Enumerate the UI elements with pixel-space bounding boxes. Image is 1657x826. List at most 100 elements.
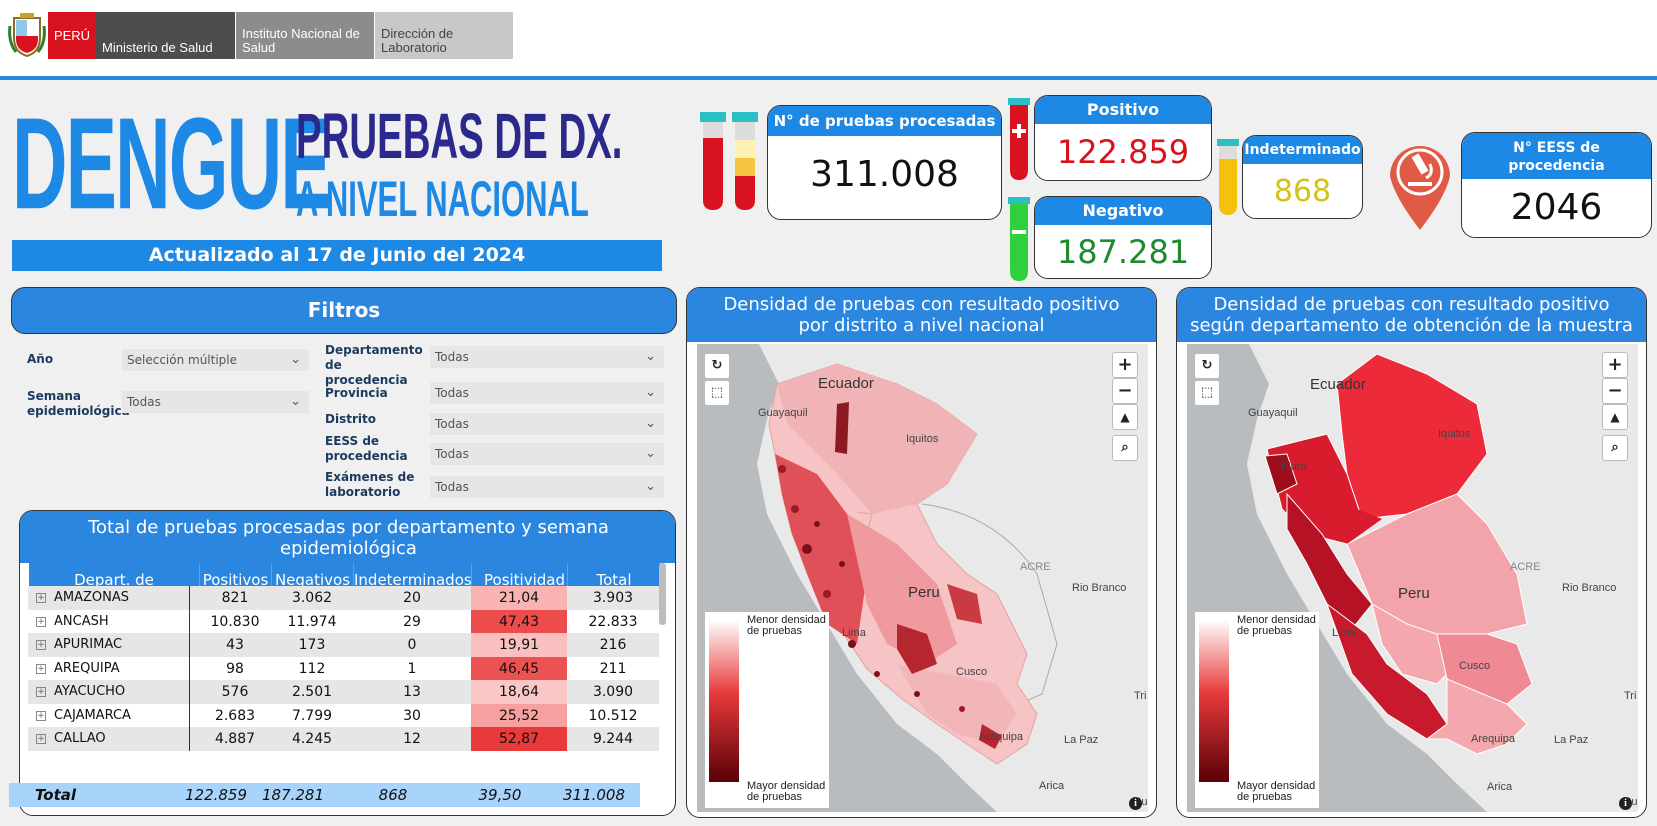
map-compass-icon[interactable]: ▲ — [1112, 404, 1138, 430]
expand-icon[interactable]: + — [36, 663, 46, 674]
expand-icon[interactable]: + — [36, 640, 46, 650]
cell-pos: 821 — [221, 590, 249, 606]
cell-neg: 2.501 — [291, 684, 333, 700]
table-scrollbar[interactable] — [659, 563, 666, 625]
place-arica: Arica — [1039, 780, 1065, 792]
map-distrito-legend: Menor densidad de pruebas Mayor densidad… — [705, 612, 829, 808]
info-icon[interactable]: i — [1129, 797, 1142, 810]
cell-neg: 3.062 — [291, 590, 333, 606]
place-cusco: Cusco — [1459, 660, 1491, 672]
map-zoom-search-icon[interactable]: ⌕ — [1602, 435, 1628, 461]
filter-eess-select[interactable]: Todas ⌄ — [430, 443, 664, 465]
map-departamento-title: Densidad de pruebas con resultado positi… — [1177, 288, 1646, 342]
place-piura: Piura — [1281, 461, 1307, 473]
place-la-paz: La Paz — [1064, 734, 1099, 746]
expand-icon[interactable]: + — [36, 593, 46, 603]
map-distrito-shapes — [697, 344, 1148, 812]
filter-eess-label: EESS de procedencia — [325, 434, 408, 463]
cell-ind: 29 — [403, 613, 421, 630]
cell-departamento: ANCASH — [28, 609, 190, 634]
chevron-down-icon: ⌄ — [645, 349, 656, 364]
map-select-icon[interactable]: ⬚ — [1194, 380, 1220, 406]
place-rio-branco: Rio Branco — [1072, 582, 1127, 594]
map-zoom-in-button[interactable]: + — [1602, 352, 1628, 378]
total-negativos: 187.281 — [261, 786, 325, 804]
logo-peru: PERÚ — [48, 12, 96, 59]
cell-pos: 576 — [221, 684, 249, 700]
map-reset-icon[interactable]: ↻ — [1194, 353, 1220, 379]
table-row[interactable]: + ANCASH 10.830 11.974 29 47,43 22.833 — [28, 609, 659, 634]
place-iquitos: Iquitos — [1438, 428, 1471, 440]
place-lima: Lima — [842, 627, 866, 639]
filter-anio-select[interactable]: Selección múltiple ⌄ — [122, 349, 309, 371]
place-acre: ACRE — [1020, 561, 1051, 573]
expand-icon[interactable]: + — [36, 734, 46, 744]
cell-tot: 216 — [599, 637, 627, 653]
place-peru: Peru — [908, 584, 940, 601]
place-arequipa: Arequipa — [1471, 733, 1516, 745]
filter-distrito-select[interactable]: Todas ⌄ — [430, 413, 664, 435]
map-compass-icon[interactable]: ▲ — [1602, 404, 1628, 430]
table-row[interactable]: + APURIMAC 43 173 0 19,91 216 — [28, 633, 659, 657]
coat-of-arms-icon — [8, 13, 46, 58]
place-iquitos: Iquitos — [906, 433, 939, 445]
cell-tot: 10.512 — [588, 707, 638, 724]
cell-neg: 7.799 — [291, 707, 333, 724]
place-peru: Peru — [1398, 585, 1430, 602]
map-zoom-in-button[interactable]: + — [1112, 352, 1138, 378]
filter-departamento-select[interactable]: Todas ⌄ — [430, 346, 664, 368]
cell-pct: 19,91 — [471, 633, 567, 657]
map-reset-icon[interactable]: ↻ — [704, 353, 730, 379]
cell-tot: 211 — [599, 660, 627, 677]
place-acre: ACRE — [1510, 561, 1541, 573]
map-zoom-out-button[interactable]: − — [1112, 378, 1138, 404]
kpi-eess: N° EESS de procedencia 2046 — [1461, 132, 1652, 238]
table-row[interactable]: + AREQUIPA 98 112 1 46,45 211 — [28, 656, 659, 681]
table-rows: + AMAZONAS 821 3.062 20 21,04 3.903 + ANCASH 10.8… — [28, 586, 659, 751]
map-departamento[interactable]: ↻ ⬚ + − ▲ ⌕ Ecuador Guayaquil Iquitos Pi… — [1187, 344, 1638, 812]
cell-pos: 43 — [226, 637, 244, 653]
expand-icon[interactable]: + — [36, 687, 46, 697]
kpi-eess-label: N° EESS de procedencia — [1462, 133, 1651, 179]
cell-pct: 46,45 — [471, 656, 567, 681]
chevron-down-icon: ⌄ — [645, 479, 656, 494]
cell-tot: 22.833 — [588, 613, 638, 630]
test-tubes-icon — [700, 112, 758, 210]
cell-pos: 98 — [226, 660, 244, 677]
cell-ind: 30 — [403, 707, 421, 724]
legend-gradient — [709, 620, 739, 782]
logo-ministerio-salud: Ministerio de Salud — [96, 12, 235, 59]
map-zoom-search-icon[interactable]: ⌕ — [1112, 435, 1138, 461]
map-zoom-out-button[interactable]: − — [1602, 378, 1628, 404]
cell-departamento: AYACUCHO — [28, 680, 190, 704]
table-row[interactable]: + CALLAO 4.887 4.245 12 52,87 9.244 — [28, 727, 659, 751]
total-pruebas: 311.008 — [562, 786, 626, 804]
table-title: Total de pruebas procesadas por departam… — [20, 511, 675, 563]
expand-icon[interactable]: + — [36, 710, 46, 721]
cell-tot: 3.090 — [592, 684, 634, 700]
total-indeterminados: 868 — [378, 786, 408, 804]
place-guayaquil: Guayaquil — [1248, 407, 1298, 419]
filter-provincia-select[interactable]: Todas ⌄ — [430, 382, 664, 404]
filter-semana-select[interactable]: Todas ⌄ — [122, 391, 309, 413]
map-departamento-card: Densidad de pruebas con resultado positi… — [1176, 287, 1647, 818]
header-bar: PERÚ Ministerio de Salud Instituto Nacio… — [0, 0, 1657, 80]
map-distrito[interactable]: ↻ ⬚ + − ▲ ⌕ Ecuador Guayaquil Iquitos AC… — [697, 344, 1148, 812]
cell-pos: 2.683 — [214, 707, 256, 724]
table-row[interactable]: + AMAZONAS 821 3.062 20 21,04 3.903 — [28, 586, 659, 610]
cell-ind: 1 — [407, 660, 417, 677]
place-la-paz: La Paz — [1554, 734, 1589, 746]
cell-pct: 21,04 — [471, 586, 567, 610]
kpi-negativo-value: 187.281 — [1056, 233, 1190, 271]
legend-high-label: Mayor densidad de pruebas — [747, 780, 826, 803]
filter-examenes-select[interactable]: Todas ⌄ — [430, 476, 664, 498]
cell-ind: 20 — [403, 590, 421, 606]
info-icon[interactable]: i — [1619, 797, 1632, 810]
chevron-down-icon: ⌄ — [290, 394, 301, 409]
kpi-positivo: Positivo 122.859 — [1034, 95, 1212, 181]
map-select-icon[interactable]: ⬚ — [704, 380, 730, 406]
table-row[interactable]: + CAJAMARCA 2.683 7.799 30 25,52 10.512 — [28, 703, 659, 728]
legend-gradient — [1199, 620, 1229, 782]
table-row[interactable]: + AYACUCHO 576 2.501 13 18,64 3.090 — [28, 680, 659, 704]
expand-icon[interactable]: + — [36, 616, 46, 627]
